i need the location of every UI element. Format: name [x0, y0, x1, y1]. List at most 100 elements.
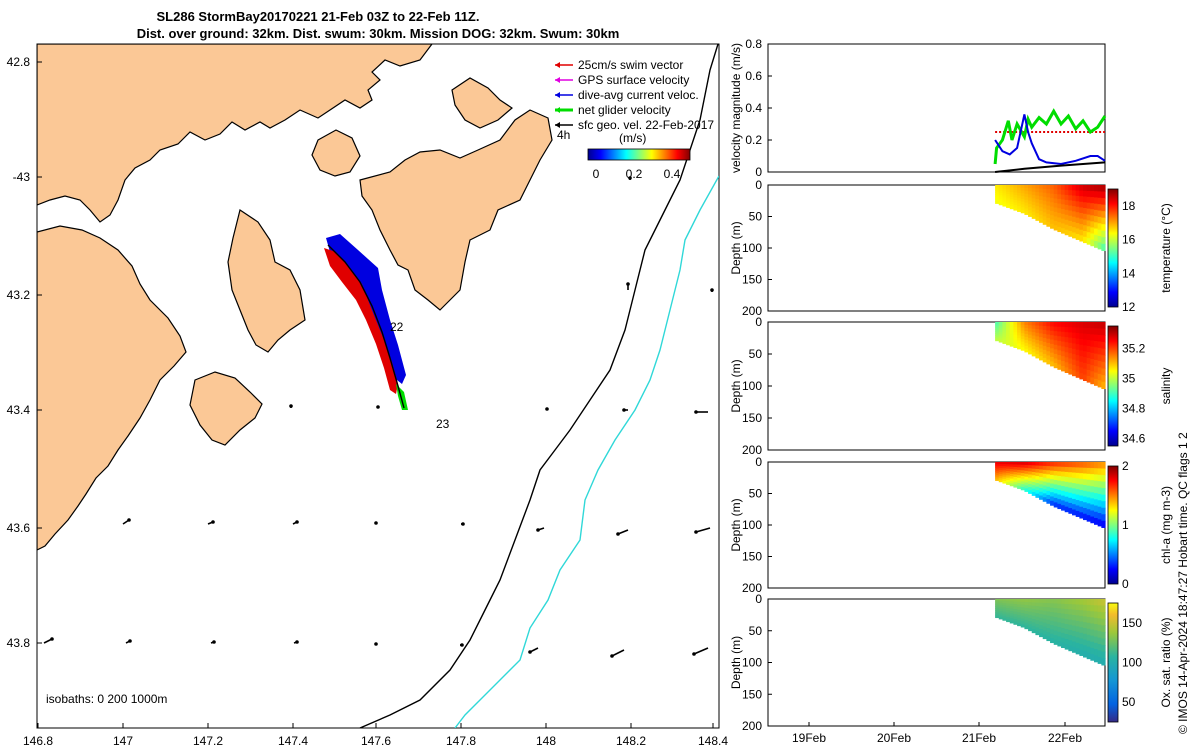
profile-cell [1094, 334, 1099, 342]
profile-cell [1031, 629, 1037, 634]
map-x-tick-label: 147.8 [446, 734, 476, 748]
profile-cell [1068, 337, 1073, 344]
profile-cell [1090, 227, 1095, 235]
profile-cell [1006, 185, 1011, 188]
profile-cell [1072, 221, 1077, 228]
profile-cell [1090, 654, 1095, 661]
profile-cell [1079, 185, 1084, 192]
profile-cell [1057, 603, 1062, 609]
profile-cell [1101, 475, 1106, 483]
profile-cell [1002, 193, 1007, 197]
profile-cell [1057, 217, 1062, 223]
profile-cell [1083, 202, 1088, 209]
legend-item-label: sfc geo. vel. 22-Feb-2017 [578, 118, 714, 132]
profile-cell [1035, 493, 1040, 498]
profile-cell [1090, 352, 1095, 360]
profile-cell [1072, 195, 1077, 202]
profile-cell [1006, 337, 1011, 341]
profile-cell [1053, 211, 1058, 218]
profile-cell [1046, 355, 1051, 361]
profile-cell [1046, 197, 1051, 203]
profile-cell [1042, 196, 1047, 202]
profile-cell [1035, 623, 1040, 629]
profile-cell [998, 606, 1004, 610]
profile-cell [1031, 599, 1037, 603]
profile-cell [1013, 474, 1018, 478]
land-south-arm [227, 209, 306, 353]
profile-cell [1057, 475, 1062, 482]
profile-cell [1006, 619, 1011, 623]
profile-cell [1101, 599, 1106, 607]
profile-cell [1079, 339, 1084, 346]
profile-cell [1042, 481, 1047, 487]
profile-cell [1050, 470, 1055, 476]
profile-cell [1031, 335, 1037, 340]
profile-cell [1035, 339, 1040, 345]
profile-cell [1028, 462, 1033, 466]
profile-cell [1013, 611, 1018, 615]
profile-cell [1006, 328, 1011, 332]
panel-y-tick-label: 100 [742, 656, 762, 670]
profile-cell [1050, 357, 1055, 363]
title-line-2: Dist. over ground: 32km. Dist. swum: 30k… [137, 26, 620, 41]
profile-cell [1068, 231, 1073, 237]
profile-cell [1050, 330, 1055, 336]
profile-cell [1039, 356, 1044, 361]
panel-y-tick-label: 100 [742, 379, 762, 393]
profile-cell [1046, 222, 1051, 227]
profile-cell [1028, 347, 1033, 352]
profile-cell [1042, 626, 1047, 632]
profile-cell [1057, 364, 1062, 370]
panel-colorbar-label: Ox. sat. ratio (%) [1159, 617, 1173, 707]
profile-cell [998, 339, 1004, 343]
profile-cell [1006, 617, 1011, 620]
panel-colorbar-tick: 34.6 [1122, 432, 1146, 446]
profile-cell [1020, 464, 1026, 469]
profile-cell [1031, 328, 1037, 333]
profile-cell [995, 188, 1000, 192]
profile-cell [1090, 322, 1095, 329]
profile-cell [1057, 185, 1062, 191]
profile-cell [1042, 333, 1047, 339]
profile-cell [1050, 202, 1055, 208]
profile-cell [1017, 477, 1022, 482]
profile-cell [1086, 376, 1091, 383]
profile-cell [1086, 628, 1091, 636]
profile-cell [1028, 350, 1033, 355]
profile-cell [1068, 185, 1073, 191]
profile-cell [1024, 625, 1029, 630]
profile-cell [1031, 332, 1037, 337]
profile-cell [1061, 486, 1066, 492]
profile-cell [1097, 500, 1102, 508]
profile-cell [1042, 599, 1047, 604]
profile-cell [1075, 185, 1080, 192]
profile-cell [1006, 196, 1011, 199]
profile-cell [1013, 621, 1018, 625]
profile-cell [998, 610, 1004, 614]
profile-cell [1017, 622, 1022, 627]
profile-cell [1090, 647, 1095, 655]
profile-cell [1039, 352, 1044, 357]
profile-cell [1068, 619, 1073, 626]
profile-cell [1017, 322, 1022, 326]
profile-cell [1094, 486, 1099, 494]
legend-swatch-arrowhead [555, 77, 560, 83]
profile-cell [1079, 478, 1084, 485]
velocity-colorbar-tick: 0.2 [626, 167, 643, 181]
profile-cell [1094, 322, 1099, 329]
profile-cell [1006, 475, 1011, 479]
profile-cell [1046, 189, 1051, 194]
profile-cell [1075, 505, 1080, 512]
profile-cell [1009, 615, 1015, 619]
profile-cell [1042, 614, 1047, 620]
profile-cell [1072, 498, 1077, 505]
profile-cell [1017, 480, 1022, 484]
profile-cell [1020, 467, 1026, 471]
panel-y-tick-label: 50 [749, 210, 763, 224]
profile-cell [1072, 614, 1077, 621]
profile-cell [1002, 328, 1007, 332]
profile-cell [1083, 467, 1088, 475]
profile-cell [1061, 599, 1066, 605]
profile-cell [1053, 466, 1058, 472]
profile-cell [1097, 347, 1102, 355]
